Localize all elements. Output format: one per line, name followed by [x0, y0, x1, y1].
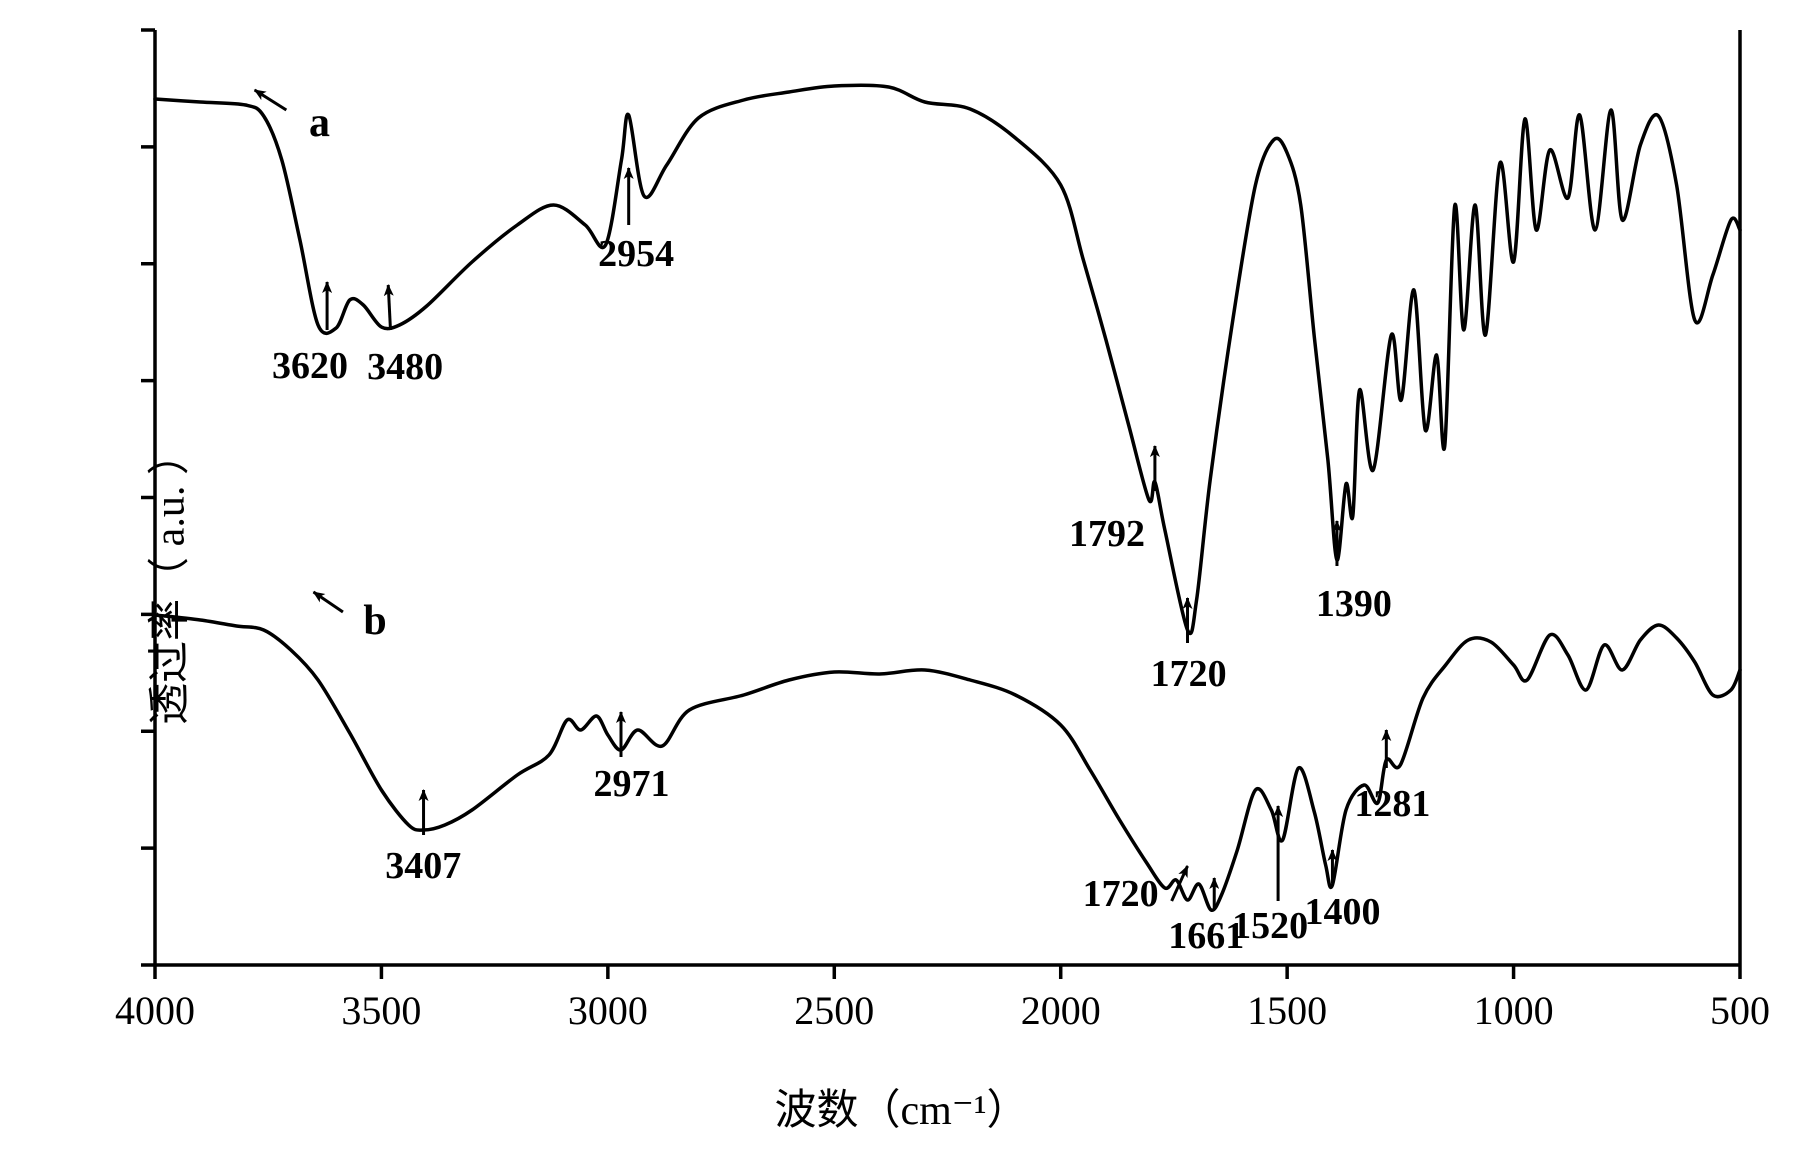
peak-label: 1520	[1232, 904, 1308, 948]
x-tick-label: 1000	[1474, 987, 1554, 1034]
peak-label: 1390	[1316, 582, 1392, 626]
peak-label: 2954	[598, 232, 674, 276]
x-tick-label: 3000	[568, 987, 648, 1034]
curve-label-b: b	[363, 597, 386, 645]
peak-label: 2971	[594, 762, 670, 806]
x-tick-label: 2500	[794, 987, 874, 1034]
x-tick-label: 1500	[1247, 987, 1327, 1034]
chart-svg	[0, 0, 1803, 1157]
peak-label: 1720	[1083, 872, 1159, 916]
ftir-spectrum-chart: 透过率（ a.u. ） 波数（cm⁻¹） 4000 3500 3000 2500 200…	[0, 0, 1803, 1157]
y-axis-label: 透过率（ a.u. ）	[135, 433, 196, 725]
peak-label: 3480	[367, 345, 443, 389]
x-tick-label: 2000	[1021, 987, 1101, 1034]
peak-label: 1792	[1069, 512, 1145, 556]
x-tick-label: 4000	[115, 987, 195, 1034]
peak-label: 1720	[1151, 652, 1227, 696]
peak-label: 1400	[1305, 890, 1381, 934]
curve-label-a: a	[309, 99, 330, 147]
x-tick-label: 500	[1710, 987, 1770, 1034]
x-tick-label: 3500	[341, 987, 421, 1034]
peak-label: 1281	[1354, 782, 1430, 826]
peak-label: 3620	[272, 344, 348, 388]
peak-label: 3407	[385, 844, 461, 888]
x-axis-label: 波数（cm⁻¹）	[774, 1076, 1028, 1137]
